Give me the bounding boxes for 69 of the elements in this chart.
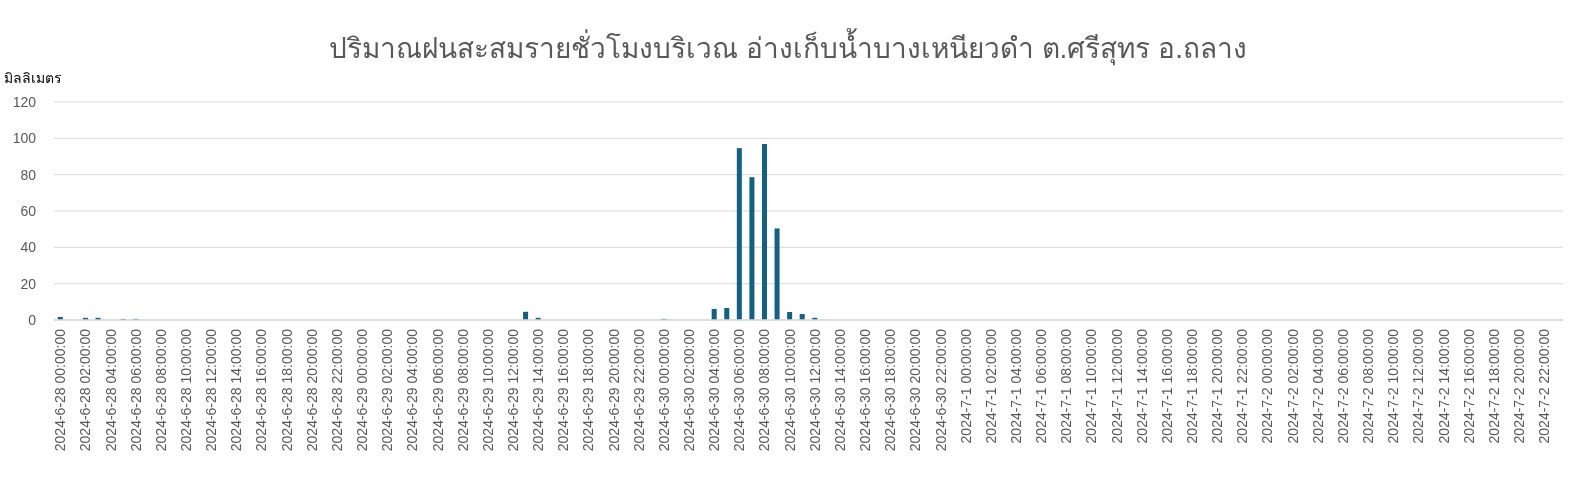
x-tick-label: 2024-6-29 02:00:00	[379, 328, 396, 452]
y-tick-label: 0	[28, 312, 37, 328]
x-tick-label: 2024-6-28 12:00:00	[203, 328, 220, 452]
x-tick-label: 2024-6-28 14:00:00	[228, 328, 245, 452]
x-tick-label: 2024-7-1 20:00:00	[1209, 328, 1226, 444]
x-tick-label: 2024-6-30 00:00:00	[655, 328, 672, 452]
x-tick-label: 2024-6-29 18:00:00	[580, 328, 597, 452]
x-tick-label: 2024-6-30 14:00:00	[831, 328, 848, 452]
x-tick-label: 2024-6-30 10:00:00	[781, 328, 798, 452]
x-tick-label: 2024-6-30 16:00:00	[857, 328, 874, 452]
y-tick-label: 60	[20, 203, 37, 219]
x-tick-label: 2024-6-29 04:00:00	[404, 328, 421, 452]
x-tick-label: 2024-7-1 08:00:00	[1058, 328, 1075, 444]
x-tick-label: 2024-6-28 18:00:00	[278, 328, 295, 452]
x-tick-label: 2024-7-1 12:00:00	[1108, 328, 1125, 444]
y-tick-label: 20	[20, 275, 37, 292]
x-tick-label: 2024-7-2 10:00:00	[1385, 328, 1402, 444]
x-tick-label: 2024-7-2 16:00:00	[1460, 328, 1477, 444]
y-tick-label: 40	[20, 239, 37, 256]
x-tick-label: 2024-6-29 00:00:00	[354, 328, 371, 452]
y-tick-label: 100	[12, 130, 37, 147]
x-tick-label: 2024-6-29 20:00:00	[605, 328, 622, 452]
x-tick-label: 2024-7-2 14:00:00	[1435, 328, 1452, 444]
x-tick-label: 2024-7-2 22:00:00	[1536, 328, 1553, 444]
chart-title: ปริมาณฝนสะสมรายชั่วโมงบริเวณ อ่างเก็บน้ำบางเหนียวดำ ต.ศรีสุทร อ.ถลาง	[329, 28, 1247, 66]
x-tick-label: 2024-6-30 22:00:00	[932, 328, 949, 452]
y-axis-title: มิลลิเมตร	[4, 70, 62, 86]
x-tick-label: 2024-7-2 00:00:00	[1259, 328, 1276, 444]
x-tick-label: 2024-6-28 20:00:00	[303, 328, 320, 452]
x-tick-label: 2024-7-1 04:00:00	[1007, 328, 1024, 444]
x-tick-label: 2024-6-28 06:00:00	[127, 328, 144, 452]
x-tick-label: 2024-6-30 20:00:00	[907, 328, 924, 452]
x-tick-label: 2024-7-2 06:00:00	[1334, 328, 1351, 444]
x-tick-label: 2024-6-30 04:00:00	[706, 328, 723, 452]
x-tick-label: 2024-6-29 22:00:00	[630, 328, 647, 452]
x-tick-label: 2024-7-1 00:00:00	[957, 328, 974, 444]
x-tick-label: 2024-7-1 02:00:00	[982, 328, 999, 444]
x-tick-label: 2024-7-1 14:00:00	[1133, 328, 1150, 444]
x-tick-label: 2024-6-29 14:00:00	[530, 328, 547, 452]
x-tick-label: 2024-6-30 02:00:00	[681, 328, 698, 452]
x-tick-label: 2024-6-28 08:00:00	[152, 328, 169, 452]
x-tick-label: 2024-7-1 18:00:00	[1184, 328, 1201, 444]
x-tick-label: 2024-7-2 04:00:00	[1309, 328, 1326, 444]
x-tick-label: 2024-6-29 08:00:00	[454, 328, 471, 452]
x-tick-label: 2024-6-28 04:00:00	[102, 328, 119, 452]
x-tick-label: 2024-7-2 20:00:00	[1510, 328, 1527, 444]
x-tick-label: 2024-7-2 02:00:00	[1284, 328, 1301, 444]
x-tick-label: 2024-6-29 16:00:00	[555, 328, 572, 452]
x-tick-label: 2024-6-29 12:00:00	[504, 328, 521, 452]
x-tick-label: 2024-6-28 00:00:00	[52, 328, 69, 452]
x-tick-label: 2024-6-30 06:00:00	[731, 328, 748, 452]
x-tick-label: 2024-7-1 16:00:00	[1158, 328, 1175, 444]
x-tick-label: 2024-6-28 16:00:00	[253, 328, 270, 452]
x-tick-label: 2024-6-30 12:00:00	[806, 328, 823, 452]
x-tick-label: 2024-7-1 22:00:00	[1234, 328, 1251, 444]
x-tick-label: 2024-7-2 12:00:00	[1410, 328, 1427, 444]
x-tick-label: 2024-6-30 18:00:00	[882, 328, 899, 452]
x-tick-label: 2024-6-30 08:00:00	[756, 328, 773, 452]
x-tick-label: 2024-7-1 10:00:00	[1083, 328, 1100, 444]
x-tick-label: 2024-6-29 06:00:00	[429, 328, 446, 452]
y-tick-label: 80	[20, 166, 37, 183]
x-tick-label: 2024-6-28 02:00:00	[77, 328, 94, 452]
x-tick-label: 2024-6-29 10:00:00	[479, 328, 496, 452]
x-tick-label: 2024-6-28 10:00:00	[178, 328, 195, 452]
x-tick-label: 2024-6-28 22:00:00	[328, 328, 345, 452]
x-tick-label: 2024-7-1 06:00:00	[1033, 328, 1050, 444]
x-tick-label: 2024-7-2 08:00:00	[1360, 328, 1377, 444]
y-tick-label: 120	[12, 94, 37, 110]
x-tick-label: 2024-7-2 18:00:00	[1485, 328, 1502, 444]
